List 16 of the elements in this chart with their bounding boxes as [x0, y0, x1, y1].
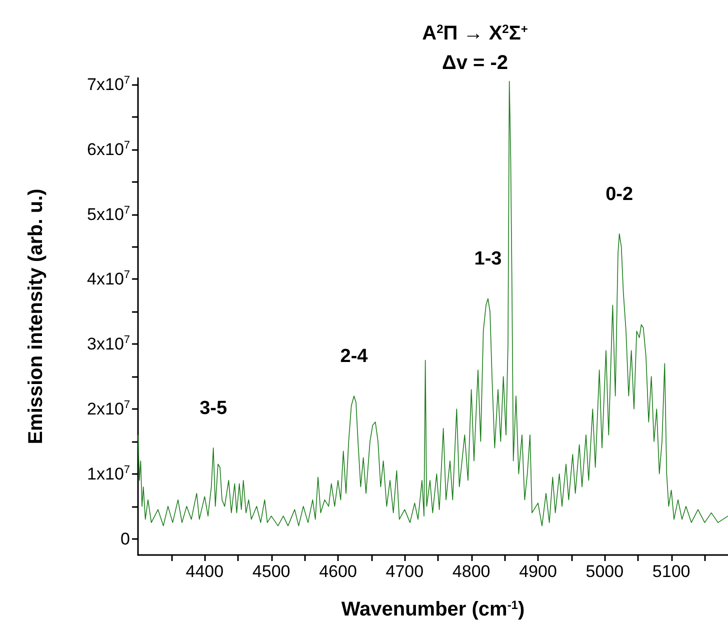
y-axis-title: Emission intensity (arb. u.) [25, 188, 47, 444]
x-tick-label: 4600 [319, 562, 357, 581]
x-tick-label: 4800 [452, 562, 490, 581]
x-tick-label: 4500 [252, 562, 290, 581]
x-tick-label: 5100 [652, 562, 690, 581]
x-tick-label: 4400 [186, 562, 224, 581]
y-tick-label: 0 [120, 529, 130, 548]
x-tick-label: 5000 [586, 562, 624, 581]
x-tick-label: 4900 [519, 562, 557, 581]
annotation: 2-4 [340, 346, 368, 367]
annotation: 3-5 [200, 398, 228, 419]
chart-subtitle: Δv = -2 [442, 52, 508, 74]
x-tick-label: 4700 [386, 562, 424, 581]
annotation: 1-3 [474, 248, 502, 270]
annotation: 0-2 [606, 184, 634, 205]
line-series [138, 80, 728, 526]
